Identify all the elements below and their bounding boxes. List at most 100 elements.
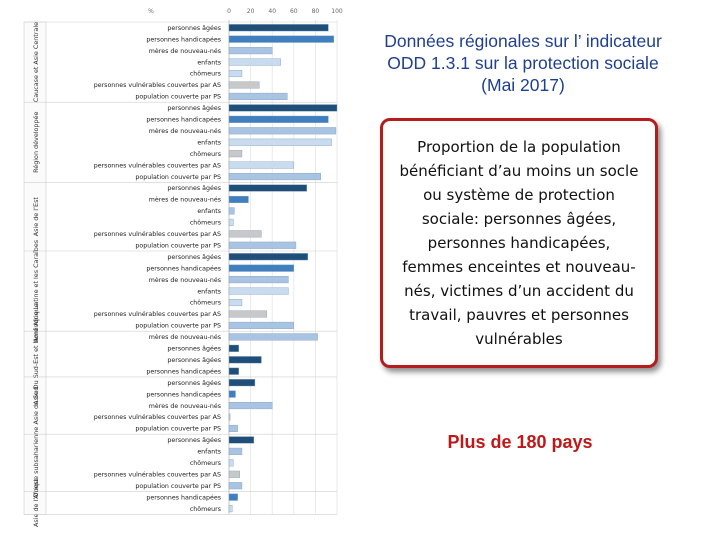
- category-label: personnes âgées: [167, 184, 221, 192]
- x-tick-label: 0: [227, 8, 231, 15]
- bar: [228, 310, 267, 318]
- bar: [228, 505, 233, 513]
- bar: [228, 413, 231, 421]
- bar: [228, 230, 262, 238]
- bar-chart-svg: 0 20 40 60 80 100% personnes âgées personnes ha…: [23, 8, 343, 527]
- bar: [228, 356, 262, 364]
- category-label: personnes handicapées: [146, 390, 221, 398]
- category-label: personnes vulnérables couvertes par AS: [94, 310, 221, 318]
- category-label: population couverte par PS: [135, 323, 221, 330]
- region-label: Afrique subsaharienne: [32, 427, 40, 499]
- category-label: personnes vulnérables couvertes par AS: [94, 81, 221, 89]
- category-label: personnes âgées: [167, 436, 221, 444]
- bar: [228, 161, 295, 169]
- category-label: population couverte par PS: [135, 483, 221, 490]
- category-label: personnes vulnérables couvertes par AS: [94, 161, 221, 169]
- category-label: personnes handicapées: [146, 367, 221, 375]
- category-label: mères de nouveau-nés: [149, 333, 221, 341]
- bar: [228, 207, 235, 215]
- bar: [228, 241, 297, 249]
- bar: [228, 436, 255, 444]
- bar: [228, 287, 289, 295]
- bar: [228, 367, 239, 375]
- category-label: personnes handicapées: [146, 116, 221, 124]
- category-label: personnes vulnérables couvertes par AS: [94, 413, 221, 421]
- category-label: personnes handicapées: [146, 264, 221, 272]
- bar: [228, 299, 243, 307]
- region-label: Asie du Sud: [32, 387, 40, 425]
- bar: [228, 379, 256, 387]
- category-label: mères de nouveau-nés: [149, 196, 221, 204]
- category-label: personnes âgées: [167, 24, 221, 32]
- bar: [228, 92, 288, 100]
- category-label: mères de nouveau-nés: [149, 127, 221, 135]
- bar: [228, 344, 239, 352]
- category-label: enfants: [197, 208, 221, 215]
- region-label: Asie de l’Est: [32, 197, 40, 237]
- bar: [228, 333, 318, 341]
- bar: [228, 24, 329, 32]
- slide-title: Données régionales sur l’ indicateur ODD…: [384, 31, 662, 95]
- category-label: population couverte par PS: [135, 242, 221, 249]
- bar: [228, 218, 234, 226]
- category-label: enfants: [197, 288, 221, 295]
- bar: [228, 321, 295, 329]
- category-label: enfants: [197, 59, 221, 66]
- regional-bar-chart: 0 20 40 60 80 100% personnes âgées personnes ha…: [0, 0, 350, 540]
- region-label: Caucase et Asie Centrale: [32, 22, 40, 102]
- x-unit-label: %: [148, 8, 154, 15]
- bar: [228, 402, 273, 410]
- category-label: enfants: [197, 139, 221, 146]
- bar: [228, 69, 243, 78]
- description-text: Proportion de la population bénéficiant …: [399, 138, 639, 348]
- x-tick-label: 60: [290, 8, 298, 15]
- category-label: enfants: [197, 449, 221, 456]
- category-label: population couverte par PS: [135, 174, 221, 181]
- bar: [228, 424, 238, 432]
- countries-count: Plus de 180 pays: [447, 432, 593, 452]
- bar: [228, 58, 282, 66]
- bar: [228, 493, 238, 501]
- bar: [228, 35, 334, 43]
- category-label: personnes âgées: [167, 356, 221, 364]
- category-label: mères de nouveau-nés: [149, 402, 221, 410]
- category-label: mères de nouveau-nés: [149, 276, 221, 284]
- bar: [228, 390, 236, 398]
- bar: [228, 47, 273, 55]
- bar: [228, 447, 243, 455]
- category-label: chômeurs: [190, 505, 221, 513]
- category-label: mères de nouveau-nés: [149, 47, 221, 55]
- category-label: chômeurs: [190, 219, 221, 227]
- bar: [228, 253, 309, 261]
- category-label: personnes âgées: [167, 104, 221, 112]
- region-label: Asie de l’Ouest: [32, 478, 40, 527]
- bar: [228, 173, 322, 181]
- category-label: chômeurs: [190, 459, 221, 467]
- category-label: population couverte par PS: [135, 426, 221, 433]
- category-label: personnes handicapées: [146, 35, 221, 43]
- x-tick-label: 80: [312, 8, 320, 15]
- bar: [228, 276, 289, 284]
- x-tick-label: 100: [331, 8, 343, 15]
- category-label: personnes handicapées: [146, 493, 221, 501]
- bar: [228, 127, 337, 135]
- region-label: Asie Du Sud-Est et Nord Afrique: [32, 303, 40, 404]
- category-label: personnes vulnérables couvertes par AS: [94, 470, 221, 478]
- bar: [228, 115, 329, 123]
- bar: [228, 195, 249, 203]
- category-label: chômeurs: [190, 70, 221, 78]
- category-label: personnes âgées: [167, 345, 221, 353]
- category-label: chômeurs: [190, 299, 221, 307]
- bar: [228, 264, 295, 272]
- region-label: Amérique Latine et les Caraïbes: [32, 239, 40, 342]
- x-tick-label: 40: [268, 8, 276, 15]
- category-label: personnes âgées: [167, 253, 221, 261]
- bar: [228, 104, 338, 112]
- region-label: Région développée: [32, 112, 40, 173]
- category-label: population couverte par PS: [135, 94, 221, 101]
- bar: [228, 470, 241, 478]
- category-label: personnes vulnérables couvertes par AS: [94, 230, 221, 238]
- bar: [228, 482, 243, 490]
- category-label: personnes âgées: [167, 379, 221, 387]
- x-tick-label: 20: [247, 8, 255, 15]
